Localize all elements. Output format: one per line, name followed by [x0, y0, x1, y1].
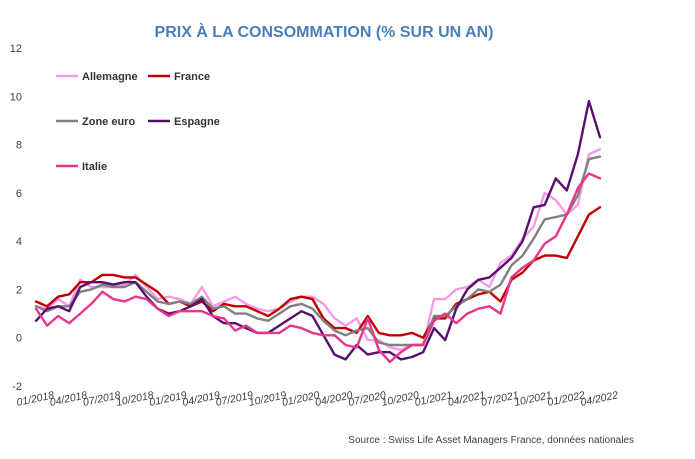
series-line-france [34, 206, 602, 339]
series-line-espagne [34, 99, 602, 361]
x-tick-label: 04/2022 [580, 389, 620, 409]
y-tick-label: 10 [10, 91, 22, 103]
y-tick-label: 12 [10, 43, 22, 55]
series-line-zone-euro [34, 155, 602, 347]
series-lines [34, 99, 602, 364]
y-tick-label: 8 [16, 140, 22, 152]
y-tick-label: 2 [16, 284, 22, 296]
x-axis: 01/201804/201807/201810/201801/201904/20… [16, 389, 620, 409]
legend-label-italie: Italie [82, 161, 107, 173]
series-line-italie [34, 172, 602, 364]
source-note: Source : Swiss Life Asset Managers Franc… [348, 435, 634, 446]
y-tick-label: 6 [16, 188, 22, 200]
legend-label-espagne: Espagne [174, 116, 220, 128]
y-tick-label: -2 [12, 381, 22, 393]
legend-label-france: France [174, 71, 210, 83]
y-tick-label: 0 [16, 333, 22, 345]
legend: Allemagne France Zone euro Espagne Italie [56, 71, 220, 173]
y-tick-label: 4 [16, 236, 22, 248]
chart-title: PRIX À LA CONSOMMATION (% SUR UN AN) [155, 22, 494, 41]
y-axis: -2 0 2 4 6 8 10 12 [10, 43, 22, 393]
legend-label-allemagne: Allemagne [82, 71, 138, 83]
series-line-allemagne [34, 148, 602, 351]
legend-label-zone-euro: Zone euro [82, 116, 135, 128]
